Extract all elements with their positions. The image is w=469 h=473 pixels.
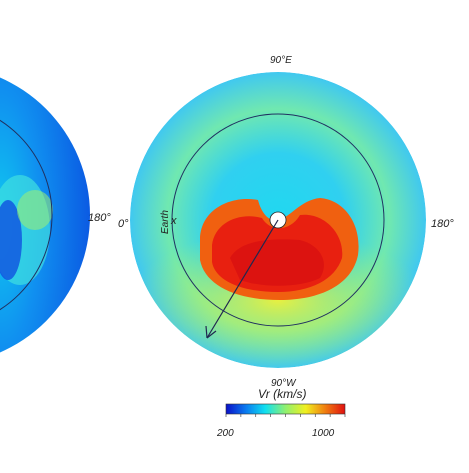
right-panel: x Earth 90°E 90°W 0° 180°: [118, 55, 454, 389]
colorbar-title: Vr (km/s): [258, 387, 306, 401]
colorbar: Vr (km/s) 200 1000: [216, 387, 346, 439]
right-velocity-disk: [130, 72, 426, 368]
label-90w: 90°W: [271, 378, 297, 389]
colorbar-ticks: [225, 414, 346, 417]
left-panel: 180°: [0, 65, 111, 365]
direction-arrow: [205, 219, 279, 339]
right-earth-orbit: [171, 113, 385, 327]
left-label-180: 180°: [88, 212, 111, 224]
colorbar-min-label: 200: [216, 428, 234, 439]
left-velocity-disk: [0, 65, 90, 365]
earth-marker: x: [170, 215, 177, 227]
label-0: 0°: [118, 218, 129, 230]
earth-label: Earth: [160, 210, 171, 234]
colorbar-gradient: [225, 403, 346, 415]
left-earth-orbit: [0, 119, 53, 311]
label-90e: 90°E: [270, 55, 292, 66]
label-180: 180°: [431, 218, 454, 230]
colorbar-max-label: 1000: [312, 428, 335, 439]
